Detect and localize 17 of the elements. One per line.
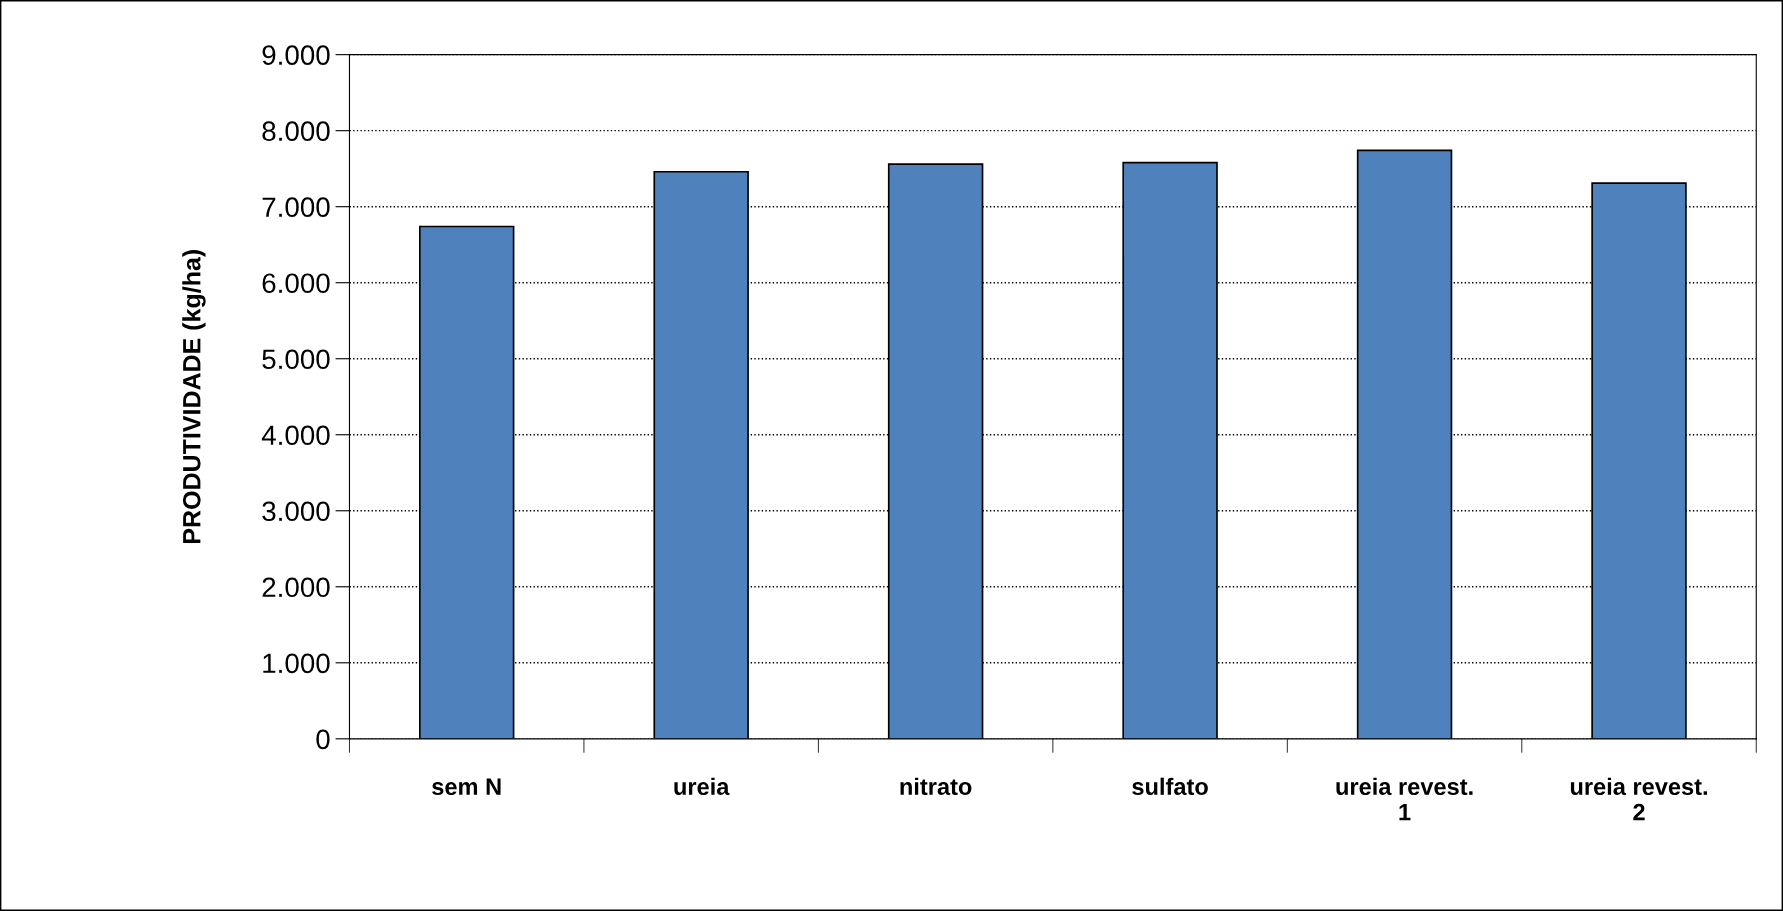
x-tick-label: nitrato — [900, 777, 972, 796]
y-tick-label: 4.000 — [261, 425, 330, 446]
x-tick-label: sem N — [432, 778, 501, 796]
x-tick-label: ureia — [674, 777, 730, 796]
y-tick-label: 5.000 — [262, 349, 330, 370]
x-tick-label: sulfato — [1132, 777, 1208, 796]
y-tick-label: 2.000 — [262, 577, 330, 598]
y-tick-label: 9.000 — [262, 45, 330, 65]
y-tick-label: 6.000 — [262, 273, 330, 294]
y-tick-label: 0 — [316, 729, 330, 750]
x-tick-label: ureia revest. 1 — [1336, 777, 1473, 821]
y-tick-label: 8.000 — [262, 121, 330, 142]
y-tick-label: 3.000 — [262, 501, 330, 522]
x-tick-label: ureia revest. 2 — [1570, 777, 1707, 821]
y-tick-label: 1.000 — [263, 653, 330, 674]
y-axis-title: PRODUTIVIDADE (kg/ha) — [182, 250, 206, 543]
y-tick-label: 7.000 — [262, 197, 330, 218]
